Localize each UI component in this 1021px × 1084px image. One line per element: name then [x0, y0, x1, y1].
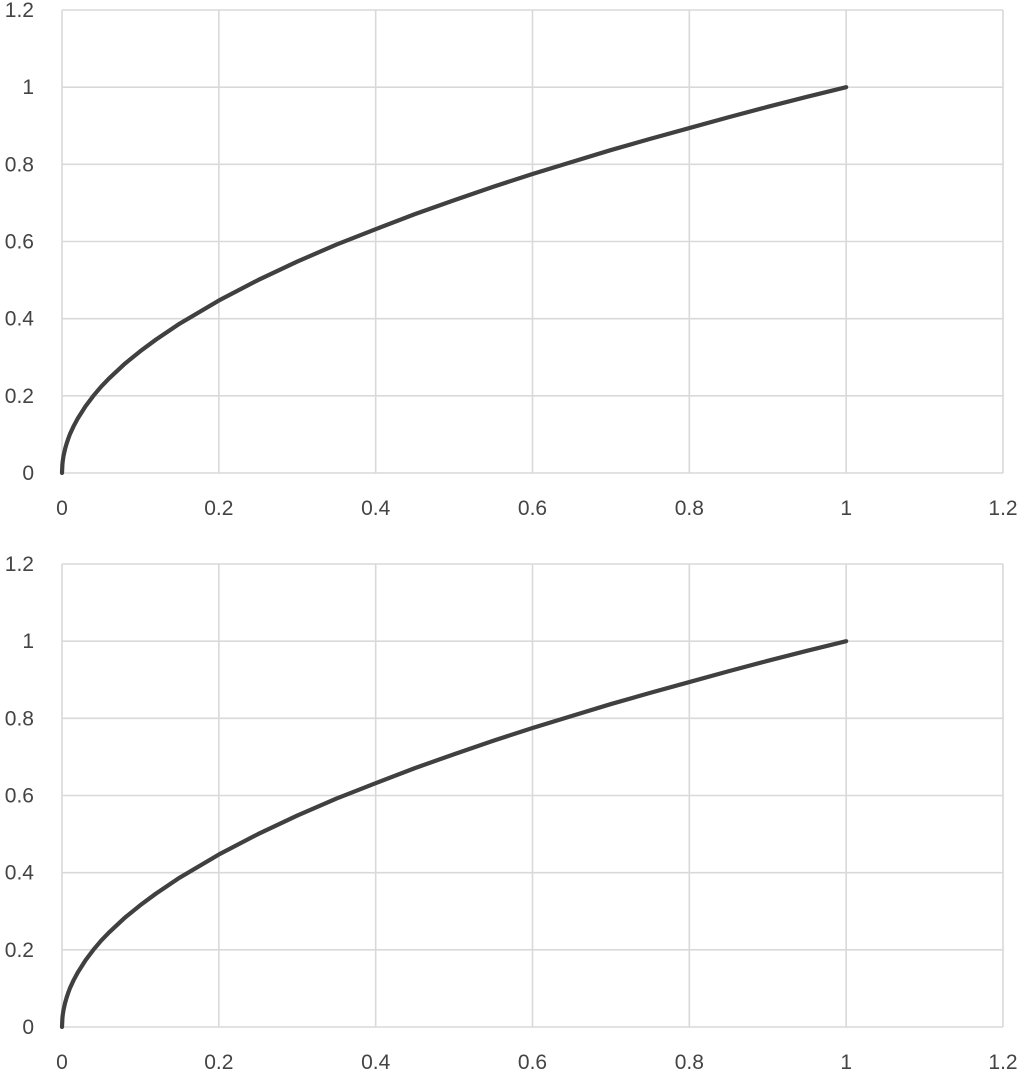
y-tick-label: 0.2 — [5, 939, 34, 962]
x-tick-label: 0 — [56, 497, 68, 520]
x-tick-label: 0.8 — [675, 497, 704, 520]
series-line — [59, 639, 849, 1030]
y-tick-label: 0.6 — [5, 231, 34, 254]
y-tick-label: 0.8 — [5, 153, 34, 176]
x-tick-label: 0.4 — [361, 497, 391, 520]
y-tick-label: 0.6 — [5, 785, 34, 808]
x-tick-label: 0.6 — [518, 1051, 547, 1074]
x-tick-label: 0.2 — [204, 1051, 233, 1074]
y-tick-label: 1 — [22, 630, 34, 653]
x-tick-label: 0.2 — [204, 497, 233, 520]
y-tick-label: 1 — [22, 76, 34, 99]
x-tick-label: 0.6 — [518, 497, 547, 520]
y-tick-label: 0.4 — [5, 862, 35, 885]
x-tick-label: 1 — [840, 497, 852, 520]
y-tick-label: 0 — [22, 462, 34, 485]
x-tick-label: 0.4 — [361, 1051, 391, 1074]
y-tick-label: 0.8 — [5, 707, 34, 730]
y-tick-label: 0.2 — [5, 385, 34, 408]
x-tick-label: 1 — [840, 1051, 852, 1074]
x-tick-label: 0.8 — [675, 1051, 704, 1074]
y-tick-label: 0 — [22, 1016, 34, 1039]
series-line — [59, 85, 849, 476]
chart-top: 0 0.2 0.4 0.6 0.8 1 1.2 0 0.2 0.4 0.6 0.8 1 1.2 — [5, 0, 1018, 520]
y-tick-label: 1.2 — [5, 0, 34, 22]
x-tick-label: 0 — [56, 1051, 68, 1074]
x-tick-label: 1.2 — [988, 497, 1017, 520]
y-tick-label: 1.2 — [5, 554, 34, 576]
chart-bottom: 0 0.2 0.4 0.6 0.8 1 1.2 0 0.2 0.4 0.6 0.8 1 1.2 — [5, 554, 1018, 1074]
x-tick-label: 1.2 — [988, 1051, 1017, 1074]
y-tick-label: 0.4 — [5, 308, 35, 331]
